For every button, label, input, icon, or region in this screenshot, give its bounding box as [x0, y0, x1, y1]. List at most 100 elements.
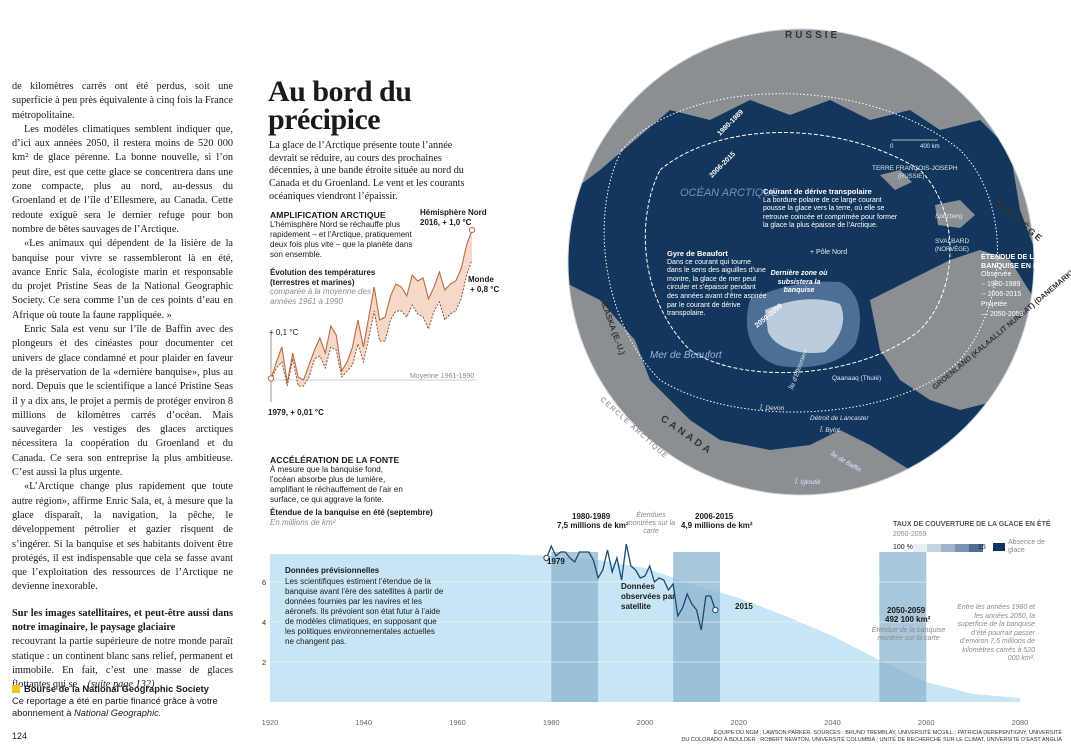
gyre-text: Dans ce courant qui tourne dans le sens …: [667, 258, 767, 318]
scale-label: 400 km: [920, 144, 940, 150]
gyre-title: Gyre de Beaufort: [667, 249, 728, 258]
coverage-absence-label: Absence de glace: [1008, 539, 1045, 554]
sea-ice-extent-chart: 1920 1940 1960 1980 2000 2020 2040 2060 2080 6 4 2: [262, 542, 1046, 727]
continuation-link[interactable]: (suite page 132): [87, 679, 155, 691]
label-pole-nord: + Pôle Nord: [810, 249, 847, 256]
label-2015-extent: 2015: [735, 602, 753, 611]
label-russie: RUSSIE: [785, 30, 840, 41]
extent-x-axis: 1920 1940 1960 1980 2000 2020 2040 2060 2080: [262, 718, 1028, 727]
marker-2015-extent: [712, 606, 719, 614]
article-paragraph: de kilomètres carrés ont été perdus, soi…: [12, 81, 234, 121]
label-monde: Monde: [468, 275, 494, 284]
article-lead-bold: Sur les images satellitaires, et peut-êt…: [12, 607, 233, 633]
extent-y-axis: 6 4 2: [262, 578, 266, 667]
temperature-chart: [267, 226, 476, 402]
amplification-text: L’hémisphère Nord se réchauffe plus rapi…: [270, 220, 413, 259]
band-2006-2015: [673, 552, 720, 702]
x-tick-label: 2000: [637, 718, 654, 727]
label-devon: Î. Devon: [760, 403, 785, 412]
label-svalbard: SVALBARD: [935, 238, 970, 245]
label-ocean: OCÉAN ARCTIQUE: [680, 186, 779, 199]
derniere-zone-label: Dernière zone où subsistera la banquise: [770, 270, 828, 295]
sponsor-text: Ce reportage a été en partie financé grâ…: [12, 696, 218, 718]
coverage-title: TAUX DE COUVERTURE DE LA GLACE EN ÉTÉ: [893, 521, 1051, 528]
x-tick-label: 2020: [730, 718, 747, 727]
legend-item-2050: — 2050-2059: [981, 311, 1024, 318]
legend-item-1980: ··· 1980-1989: [981, 281, 1021, 288]
label-hemisphere-nord: Hémisphère Nord: [420, 208, 487, 217]
x-tick-label: 1920: [262, 718, 278, 727]
y-tick-label: 6: [262, 578, 266, 587]
label-2006-period: 2006-2015: [695, 512, 734, 521]
coverage-swatch: [941, 544, 955, 552]
gyre-callout: Gyre de Beaufort Dans ce courant qui tou…: [667, 249, 767, 319]
extent-unit: En millions de km²: [270, 518, 336, 527]
arctic-map: RUSSIE CANADA NORVÈGE ALASKA (E.-U.) GRO…: [567, 28, 1071, 496]
coverage-right-label: 15: [978, 544, 986, 551]
article-paragraph: Enric Sala est venu sur l’île de Baffin …: [12, 324, 233, 479]
label-plus-0-1: + 0,1 °C: [269, 328, 299, 337]
label-1979-extent: 1979: [547, 557, 565, 566]
svalbard-island: [935, 200, 975, 228]
sponsor-magazine: National Geographic.: [74, 708, 162, 718]
x-tick-label: 1940: [355, 718, 372, 727]
map-legend: ÉTENDUE DE LA BANQUISE EN ÉTÉ Observée ·…: [981, 252, 1071, 320]
infographic-intro: La glace de l’Arctique présente toute l’…: [269, 140, 465, 202]
extent-subtitle: Étendue de la banquise en été (septembre…: [270, 508, 433, 517]
prevision-title: Données prévisionnelles: [285, 566, 380, 575]
greenland-landmass: [870, 250, 1034, 410]
prevision-text: Les scientifiques estiment l’étendue de …: [285, 577, 444, 646]
label-terre-fj: TERRE FRANÇOIS-JOSEPH: [872, 165, 958, 172]
coverage-swatch: [927, 544, 941, 552]
label-2050-value: 492 100 km²: [885, 615, 931, 624]
label-1980-period: 1980-1989: [572, 512, 611, 521]
acceleration-title: ACCÉLÉRATION DE LA FONTE: [270, 455, 400, 465]
map-border: [567, 28, 1035, 496]
scale-zero: 0: [890, 144, 894, 150]
series-monde: [270, 259, 473, 387]
label-moyenne: Moyenne 1961-1990: [410, 373, 475, 380]
x-tick-label: 2080: [1012, 718, 1029, 727]
label-etendues: Étendues montrées sur la carte: [626, 512, 676, 535]
sponsor-title: Bourse de la National Geographic Society: [24, 684, 209, 694]
legend-dashed-icon: --: [981, 291, 986, 298]
label-2050-period: 2050-2059: [887, 606, 926, 615]
coverage-subtitle: 2050-2059: [893, 531, 927, 538]
article-column: de kilomètres carrés ont été perdus, soi…: [12, 80, 233, 692]
courant-callout: Courant de dérive transpolaire La bordur…: [763, 187, 898, 231]
temperature-subtitle-note: comparée à la moyenne des années 1961 à …: [270, 287, 371, 306]
label-lancaster: Détroit de Lancaster: [810, 415, 869, 422]
marker-1979: [267, 375, 275, 382]
band-1980-1989: [551, 552, 599, 702]
series-hemisphere-nord: [270, 229, 473, 384]
y-tick-label: 2: [262, 658, 266, 667]
coverage-absence-swatch: [993, 543, 1005, 551]
label-2006-value: 4,9 millions de km²: [681, 521, 753, 530]
legend-observee: Observée: [981, 271, 1012, 278]
last-ice-core: [765, 299, 844, 354]
label-1980-value: 7,5 millions de km²: [557, 521, 629, 530]
franz-josef-land: [880, 170, 912, 190]
temperature-subtitle: Évolution des températures (terrestres e…: [270, 268, 376, 287]
courant-text: La bordure polaire de ce large courant p…: [763, 196, 898, 230]
label-terre-fj-sub: (RUSSIE): [898, 174, 924, 180]
x-tick-label: 2060: [918, 718, 935, 727]
marker-2016: [468, 226, 476, 234]
label-bylot: Î. Bylot: [820, 425, 841, 434]
label-qaanaaq: Qaanaaq (Thulé): [832, 375, 881, 382]
y-tick-label: 4: [262, 618, 266, 627]
x-tick-label: 1960: [449, 718, 466, 727]
extent-line-1980: [603, 93, 998, 413]
label-hemisphere-nord-value: 2016, + 1,0 °C: [420, 218, 472, 227]
acceleration-text: À mesure que la banquise fond, l’océan a…: [270, 465, 403, 504]
article-paragraph: Les modèles climatiques semblent indique…: [12, 123, 233, 235]
legend-projetee: Projetée: [981, 301, 1008, 308]
label-2050-note: Étendue de la banquise montrée sur la ca…: [871, 627, 946, 642]
label-mer-beaufort: Mer de Beaufort: [650, 350, 723, 361]
x-tick-label: 2040: [824, 718, 841, 727]
article-paragraph: «L’Arctique change plus rapidement que t…: [12, 481, 233, 593]
extent-projection-area: [270, 554, 1020, 702]
label-igloulik: Î. Igloulik: [795, 477, 821, 486]
credits: ÉQUIPE DU NGM ; LAWSON PARKER. SOURCES :…: [681, 730, 1062, 743]
legend-title: ÉTENDUE DE LA BANQUISE EN ÉTÉ: [981, 252, 1047, 270]
